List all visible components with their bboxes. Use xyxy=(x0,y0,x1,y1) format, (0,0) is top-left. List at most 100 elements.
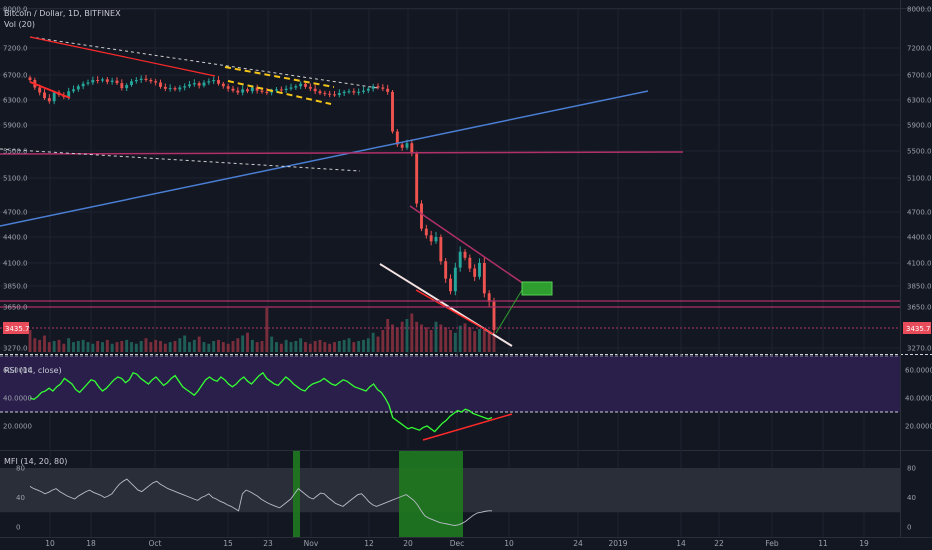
volume-bar xyxy=(43,335,46,352)
y-tick-label-left: 5100.0 xyxy=(3,175,28,183)
candle-body xyxy=(197,83,201,86)
volume-bar xyxy=(323,342,327,352)
candle-body xyxy=(67,91,71,97)
candle-body xyxy=(178,87,182,90)
volume-legend: Vol (20) xyxy=(4,20,35,29)
volume-bar xyxy=(279,343,283,352)
volume-bar xyxy=(134,343,138,352)
volume-bar xyxy=(434,321,438,352)
y-tick-label-right: 4400.0 xyxy=(907,234,932,242)
volume-bar xyxy=(28,330,32,352)
volume-bar xyxy=(183,335,187,352)
candle-body xyxy=(86,82,90,84)
candle-body xyxy=(299,83,303,87)
candle-body xyxy=(149,80,153,82)
rsi-legend: RSI (14, close) xyxy=(4,366,62,375)
rsi-tick-label-right: 40.0000 xyxy=(905,395,932,403)
candle-body xyxy=(289,87,293,89)
volume-bar xyxy=(492,335,496,352)
candle-body xyxy=(376,86,380,88)
candle-body xyxy=(260,90,264,92)
volume-bar xyxy=(313,341,317,352)
volume-bar xyxy=(81,339,85,352)
candle-body xyxy=(304,83,307,87)
candle-body xyxy=(91,80,95,83)
x-tick-label: 22 xyxy=(714,539,724,548)
candle-body xyxy=(246,89,249,92)
candle-body xyxy=(313,88,317,92)
y-tick-label-right: 4700.0 xyxy=(907,209,932,217)
mfi-highlight-oct xyxy=(293,451,300,537)
upper-white-dashed-line xyxy=(29,36,379,89)
candle-body xyxy=(386,88,390,92)
axis-labels: 10 18 Oct 15 23 Nov 12 20 Dec 10 24 2019 14 22 Feb 11 19… xyxy=(3,6,932,548)
rsi-tick-label-left: 20.0000 xyxy=(3,423,32,431)
lower-white-dashed-line xyxy=(0,148,361,172)
candle-body xyxy=(134,80,138,82)
volume-bar xyxy=(207,343,211,352)
mfi-highlight-nov xyxy=(399,451,463,537)
volume-bar xyxy=(197,336,201,352)
volume-bar xyxy=(487,332,491,352)
volume-bar xyxy=(347,338,351,352)
candle-body xyxy=(43,92,46,99)
candle-body xyxy=(395,131,399,145)
volume-bar xyxy=(386,319,390,352)
candle-body xyxy=(405,143,409,148)
candle-body xyxy=(212,80,216,82)
volume-bar xyxy=(163,343,167,352)
volume-bar xyxy=(62,343,66,352)
candle-body xyxy=(410,143,414,154)
candle-body xyxy=(439,237,443,262)
rsi-band-fill xyxy=(0,356,900,412)
candle-body xyxy=(308,86,312,89)
mfi-tick-label-right: 0 xyxy=(907,524,911,532)
volume-bar xyxy=(76,341,80,352)
y-tick-label-left: 5500.0 xyxy=(3,148,28,156)
rsi-polyline xyxy=(29,371,493,433)
last-price-tag-left xyxy=(3,322,29,334)
y-tick-label-left: 6300.0 xyxy=(3,97,28,105)
volume-bar xyxy=(410,313,414,352)
x-tick-label: Oct xyxy=(149,539,162,548)
x-tick-label: Dec xyxy=(450,539,465,548)
volume-bar xyxy=(468,327,472,352)
candle-body xyxy=(453,267,457,292)
last-price-tag-right xyxy=(903,322,931,334)
candle-body xyxy=(420,203,423,229)
last-price-label-right: 3435.7 xyxy=(906,325,931,333)
mfi-tick-label-left: 0 xyxy=(16,524,20,532)
x-tick-label: 19 xyxy=(859,539,869,548)
candle-body xyxy=(101,79,104,81)
mfi-tick-label-right: 40 xyxy=(907,494,916,502)
volume-bar xyxy=(154,339,158,352)
candle-body xyxy=(337,93,341,95)
volume-bar xyxy=(415,321,419,352)
candle-body xyxy=(333,94,336,96)
grid xyxy=(0,8,900,537)
volume-bar xyxy=(318,339,322,352)
volume-bar xyxy=(33,338,37,352)
volume-bar xyxy=(429,330,433,352)
volume-bar xyxy=(371,332,375,352)
volume-bar xyxy=(449,330,452,352)
candle-body xyxy=(188,84,191,87)
candle-body xyxy=(159,82,162,87)
y-tick-label-left: 3270.0 xyxy=(3,345,28,353)
volume-bar xyxy=(72,342,75,352)
x-tick-label: 20 xyxy=(403,539,413,548)
candle-body xyxy=(144,78,148,80)
projection-box xyxy=(521,281,553,296)
candle-body xyxy=(154,81,158,83)
y-tick-label-right: 3850.0 xyxy=(907,283,932,291)
candle-body xyxy=(110,80,114,82)
candle-body xyxy=(168,88,172,90)
candle-body xyxy=(38,87,42,93)
candle-body xyxy=(207,81,211,83)
volume-bar xyxy=(139,341,143,352)
candle-body xyxy=(255,87,259,91)
candle-body xyxy=(130,81,133,85)
volume-bar xyxy=(192,339,196,352)
candle-body xyxy=(400,144,404,148)
